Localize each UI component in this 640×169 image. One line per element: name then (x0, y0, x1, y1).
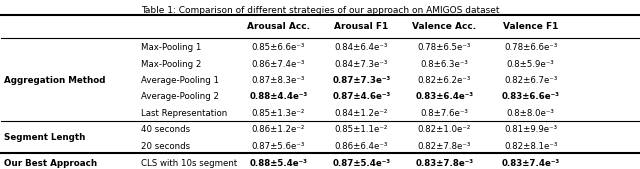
Text: 0.85±6.6e⁻³: 0.85±6.6e⁻³ (252, 43, 305, 52)
Text: 0.87±7.3e⁻³: 0.87±7.3e⁻³ (332, 76, 390, 85)
Text: 0.85±1.3e⁻²: 0.85±1.3e⁻² (252, 109, 305, 118)
Text: Segment Length: Segment Length (4, 133, 85, 142)
Text: 0.87±5.4e⁻³: 0.87±5.4e⁻³ (332, 159, 390, 168)
Text: 0.86±6.4e⁻³: 0.86±6.4e⁻³ (335, 141, 388, 151)
Text: 0.84±1.2e⁻²: 0.84±1.2e⁻² (335, 109, 388, 118)
Text: Aggregation Method: Aggregation Method (4, 76, 106, 85)
Text: 0.8±8.0e⁻³: 0.8±8.0e⁻³ (507, 109, 555, 118)
Text: 0.82±6.2e⁻³: 0.82±6.2e⁻³ (418, 76, 471, 85)
Text: 0.84±6.4e⁻³: 0.84±6.4e⁻³ (335, 43, 388, 52)
Text: 20 seconds: 20 seconds (141, 141, 190, 151)
Text: Valence F1: Valence F1 (503, 22, 559, 31)
Text: 0.82±8.1e⁻³: 0.82±8.1e⁻³ (504, 141, 557, 151)
Text: Max-Pooling 2: Max-Pooling 2 (141, 60, 202, 69)
Text: 0.88±4.4e⁻³: 0.88±4.4e⁻³ (250, 92, 308, 101)
Text: 0.81±9.9e⁻³: 0.81±9.9e⁻³ (504, 125, 557, 134)
Text: 0.83±6.4e⁻³: 0.83±6.4e⁻³ (415, 92, 474, 101)
Text: Max-Pooling 1: Max-Pooling 1 (141, 43, 202, 52)
Text: Valence Acc.: Valence Acc. (412, 22, 477, 31)
Text: 0.86±7.4e⁻³: 0.86±7.4e⁻³ (252, 60, 305, 69)
Text: Our Best Approach: Our Best Approach (4, 159, 97, 168)
Text: Arousal Acc.: Arousal Acc. (247, 22, 310, 31)
Text: 0.8±7.6e⁻³: 0.8±7.6e⁻³ (420, 109, 468, 118)
Text: 0.87±5.6e⁻³: 0.87±5.6e⁻³ (252, 141, 305, 151)
Text: 0.88±5.4e⁻³: 0.88±5.4e⁻³ (250, 159, 307, 168)
Text: 0.8±5.9e⁻³: 0.8±5.9e⁻³ (507, 60, 555, 69)
Text: CLS with 10s segment: CLS with 10s segment (141, 159, 237, 168)
Text: 0.85±1.1e⁻²: 0.85±1.1e⁻² (335, 125, 388, 134)
Text: 0.84±7.3e⁻³: 0.84±7.3e⁻³ (335, 60, 388, 69)
Text: 40 seconds: 40 seconds (141, 125, 190, 134)
Text: 0.78±6.5e⁻³: 0.78±6.5e⁻³ (418, 43, 471, 52)
Text: Table 1: Comparison of different strategies of our approach on AMIGOS dataset: Table 1: Comparison of different strateg… (141, 6, 499, 15)
Text: Average-Pooling 1: Average-Pooling 1 (141, 76, 219, 85)
Text: 0.87±8.3e⁻³: 0.87±8.3e⁻³ (252, 76, 305, 85)
Text: Last Representation: Last Representation (141, 109, 227, 118)
Text: 0.87±4.6e⁻³: 0.87±4.6e⁻³ (332, 92, 390, 101)
Text: Average-Pooling 2: Average-Pooling 2 (141, 92, 219, 101)
Text: 0.83±7.8e⁻³: 0.83±7.8e⁻³ (415, 159, 474, 168)
Text: 0.82±6.7e⁻³: 0.82±6.7e⁻³ (504, 76, 557, 85)
Text: 0.82±1.0e⁻²: 0.82±1.0e⁻² (418, 125, 471, 134)
Text: Arousal F1: Arousal F1 (334, 22, 388, 31)
Text: 0.83±7.4e⁻³: 0.83±7.4e⁻³ (502, 159, 560, 168)
Text: 0.86±1.2e⁻²: 0.86±1.2e⁻² (252, 125, 305, 134)
Text: 0.78±6.6e⁻³: 0.78±6.6e⁻³ (504, 43, 557, 52)
Text: 0.83±6.6e⁻³: 0.83±6.6e⁻³ (502, 92, 560, 101)
Text: 0.82±7.8e⁻³: 0.82±7.8e⁻³ (418, 141, 471, 151)
Text: 0.8±6.3e⁻³: 0.8±6.3e⁻³ (420, 60, 468, 69)
